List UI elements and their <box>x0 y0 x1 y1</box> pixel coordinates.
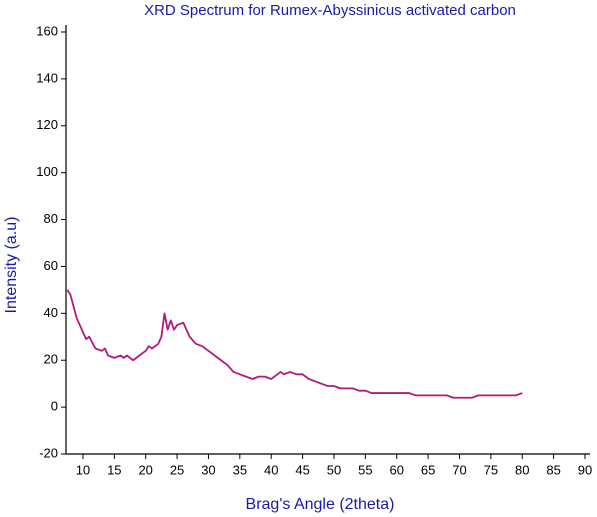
x-tick-label: 15 <box>107 462 121 477</box>
x-tick-label: 30 <box>201 462 215 477</box>
x-axis-label: Brag's Angle (2theta) <box>246 496 395 513</box>
x-tick-label: 50 <box>327 462 341 477</box>
y-tick-label: 80 <box>44 211 58 226</box>
y-tick-label: 40 <box>44 305 58 320</box>
x-tick-label: 90 <box>578 462 592 477</box>
y-tick-label: 60 <box>44 258 58 273</box>
x-tick-label: 20 <box>138 462 152 477</box>
y-tick-label: 140 <box>36 70 58 85</box>
x-tick-label: 35 <box>233 462 247 477</box>
data-line <box>66 289 523 399</box>
y-tick-label: 0 <box>51 399 58 414</box>
y-tick-label: 120 <box>36 117 58 132</box>
x-tick-label: 45 <box>295 462 309 477</box>
y-tick-label: 160 <box>36 23 58 38</box>
y-axis-label: Intensity (a.u) <box>3 217 20 314</box>
x-tick-label: 65 <box>421 462 435 477</box>
y-tick-label: 100 <box>36 164 58 179</box>
x-tick-label: 40 <box>264 462 278 477</box>
chart-title: XRD Spectrum for Rumex-Abyssinicus activ… <box>144 2 516 19</box>
x-tick-label: 70 <box>452 462 466 477</box>
x-tick-label: 60 <box>389 462 403 477</box>
x-tick-label: 80 <box>515 462 529 477</box>
x-tick-label: 10 <box>76 462 90 477</box>
y-tick-label: -20 <box>39 445 58 460</box>
x-tick-label: 75 <box>484 462 498 477</box>
y-tick-label: 20 <box>44 352 58 367</box>
x-tick-label: 55 <box>358 462 372 477</box>
x-tick-label: 85 <box>546 462 560 477</box>
x-tick-label: 25 <box>170 462 184 477</box>
